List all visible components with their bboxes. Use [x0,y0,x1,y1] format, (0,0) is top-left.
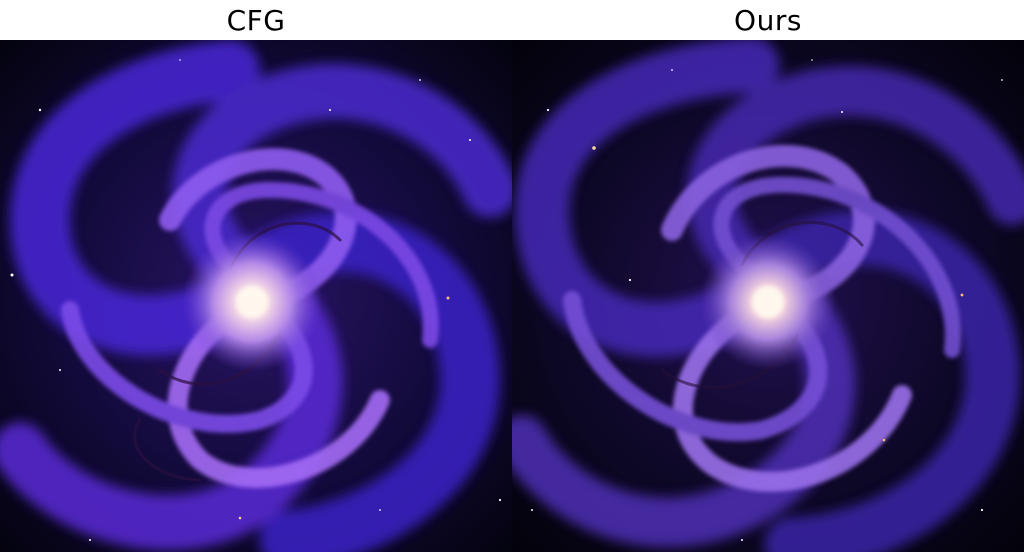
galaxy-image-ours [512,40,1024,552]
panel-label-cfg: CFG [226,3,286,37]
panel-label-ours: Ours [734,3,802,37]
galaxy-image-cfg [0,40,512,552]
